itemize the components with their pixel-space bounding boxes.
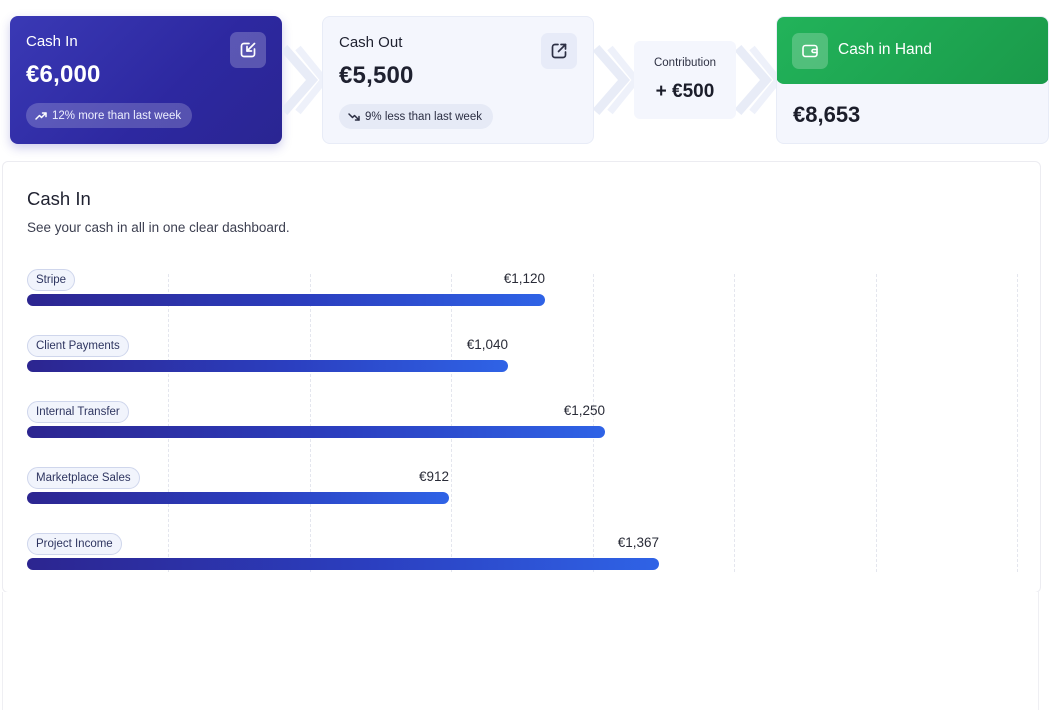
- wallet-button[interactable]: [792, 33, 828, 69]
- contribution-value: + €500: [655, 81, 715, 102]
- category-tag: Client Payments: [27, 335, 129, 357]
- chevron-separator-icon: [282, 45, 326, 115]
- bar[interactable]: [27, 360, 508, 372]
- chevron-separator-icon: [594, 45, 638, 115]
- cash-in-amount: €6,000: [26, 61, 101, 88]
- cash-out-card: Cash Out €5,500 9% less than last week: [322, 16, 594, 144]
- bar-value-label: €1,040: [466, 337, 508, 352]
- contribution-label: Contribution: [653, 57, 716, 69]
- contribution-card: Contribution + €500: [634, 41, 736, 119]
- grid-line: [451, 274, 452, 572]
- cash-out-action-button[interactable]: [541, 33, 577, 69]
- cash-in-hand-header: Cash in Hand: [777, 17, 1048, 84]
- cash-in-trend-text: 12% more than last week: [52, 109, 182, 122]
- cash-in-hand-title: Cash in Hand: [838, 41, 932, 58]
- cash-in-trend-badge: 12% more than last week: [26, 103, 193, 128]
- bar[interactable]: [27, 558, 659, 570]
- cash-out-trend-text: 9% less than last week: [365, 110, 482, 123]
- cash-out-title: Cash Out: [339, 34, 403, 51]
- cash-out-amount: €5,500: [339, 62, 414, 89]
- cash-in-title: Cash In: [26, 33, 78, 50]
- blank-area: [626, 585, 972, 615]
- category-tag: Project Income: [27, 533, 122, 555]
- bar[interactable]: [27, 492, 449, 504]
- arrow-down-left-square-icon: [240, 42, 256, 58]
- bar[interactable]: [27, 426, 605, 438]
- grid-line: [168, 274, 169, 572]
- grid-line: [734, 274, 735, 572]
- cash-in-panel: Cash In See your cash in all in one clea…: [2, 161, 1041, 593]
- bar-value-label: €1,250: [563, 403, 605, 418]
- category-tag: Stripe: [27, 269, 76, 291]
- bar-value-label: €1,120: [503, 271, 545, 286]
- grid-line: [310, 274, 311, 572]
- cash-in-card: Cash In €6,000 12% more than last week: [10, 16, 282, 144]
- trend-down-icon: [348, 112, 360, 121]
- panel-subtitle: See your cash in all in one clear dashbo…: [27, 220, 290, 235]
- cash-in-hand-card: Cash in Hand €8,653: [776, 16, 1049, 144]
- panel-title: Cash In: [27, 188, 91, 209]
- grid-line: [1017, 274, 1018, 572]
- bar-value-label: €1,367: [617, 535, 659, 550]
- cash-in-hand-amount: €8,653: [793, 102, 861, 127]
- chevron-separator-icon: [736, 45, 780, 115]
- category-tag: Marketplace Sales: [27, 467, 140, 489]
- wallet-icon: [802, 44, 818, 58]
- bar-value-label: €912: [418, 469, 449, 484]
- cash-out-trend-badge: 9% less than last week: [339, 104, 493, 129]
- grid-line: [876, 274, 877, 572]
- trend-up-icon: [35, 111, 47, 120]
- category-tag: Internal Transfer: [27, 401, 129, 423]
- grid-line: [593, 274, 594, 572]
- cash-in-action-button[interactable]: [230, 32, 266, 68]
- arrow-up-right-square-icon: [551, 43, 567, 59]
- bar[interactable]: [27, 294, 545, 306]
